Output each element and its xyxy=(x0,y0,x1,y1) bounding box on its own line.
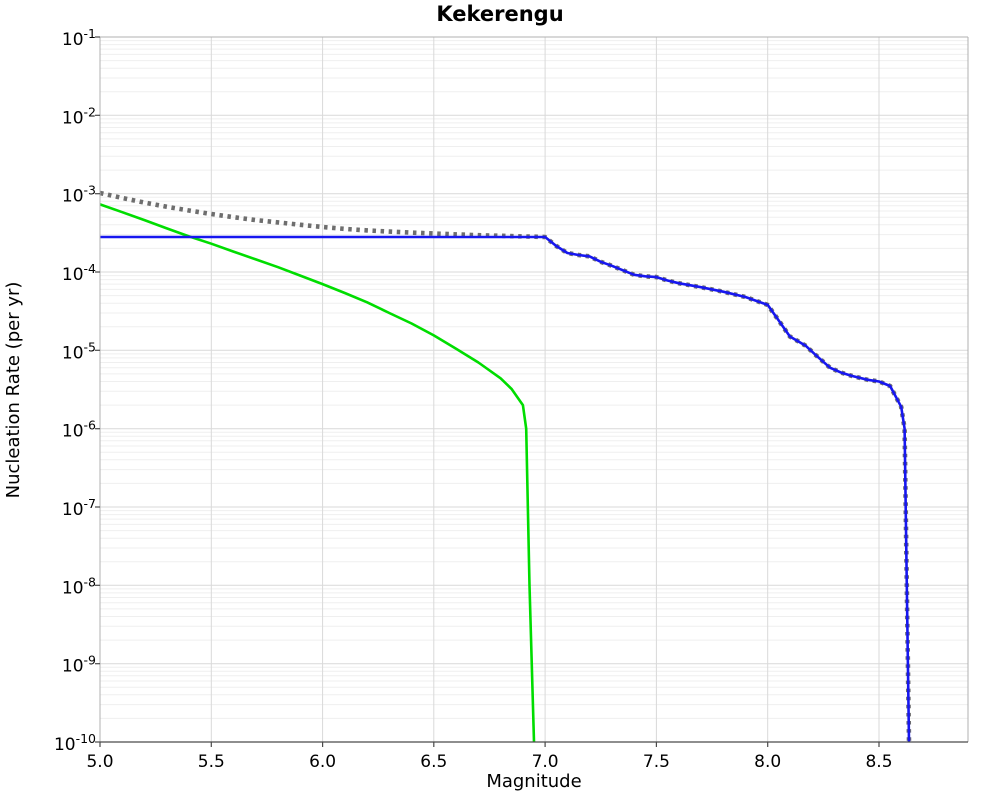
y-tick-label: 10-9 xyxy=(62,653,96,677)
x-tick-label: 6.0 xyxy=(309,752,336,772)
y-tick-label: 10-3 xyxy=(62,183,96,207)
y-tick-label: 10-2 xyxy=(62,104,96,128)
x-tick-label: 7.0 xyxy=(532,752,559,772)
x-tick-label: 6.5 xyxy=(420,752,447,772)
y-tick-label: 10-5 xyxy=(62,339,96,363)
y-tick-label: 10-8 xyxy=(62,574,96,598)
x-tick-label: 8.0 xyxy=(754,752,781,772)
chart-title: Kekerengu xyxy=(436,2,563,26)
y-tick-label: 10-6 xyxy=(62,418,96,442)
y-tick-label: 10-1 xyxy=(62,26,96,50)
y-tick-label: 10-10 xyxy=(54,731,96,755)
series-green-solid xyxy=(99,203,536,743)
y-tick-label: 10-4 xyxy=(62,261,96,285)
x-tick-label: 7.5 xyxy=(643,752,670,772)
x-tick-label: 8.5 xyxy=(865,752,892,772)
x-tick-label: 5.5 xyxy=(198,752,225,772)
series-blue-solid xyxy=(100,235,911,743)
y-axis-label: Nucleation Rate (per yr) xyxy=(3,282,24,499)
y-tick-label: 10-7 xyxy=(62,496,96,520)
x-axis-label: Magnitude xyxy=(486,771,581,792)
x-tick-label: 5.0 xyxy=(86,752,113,772)
